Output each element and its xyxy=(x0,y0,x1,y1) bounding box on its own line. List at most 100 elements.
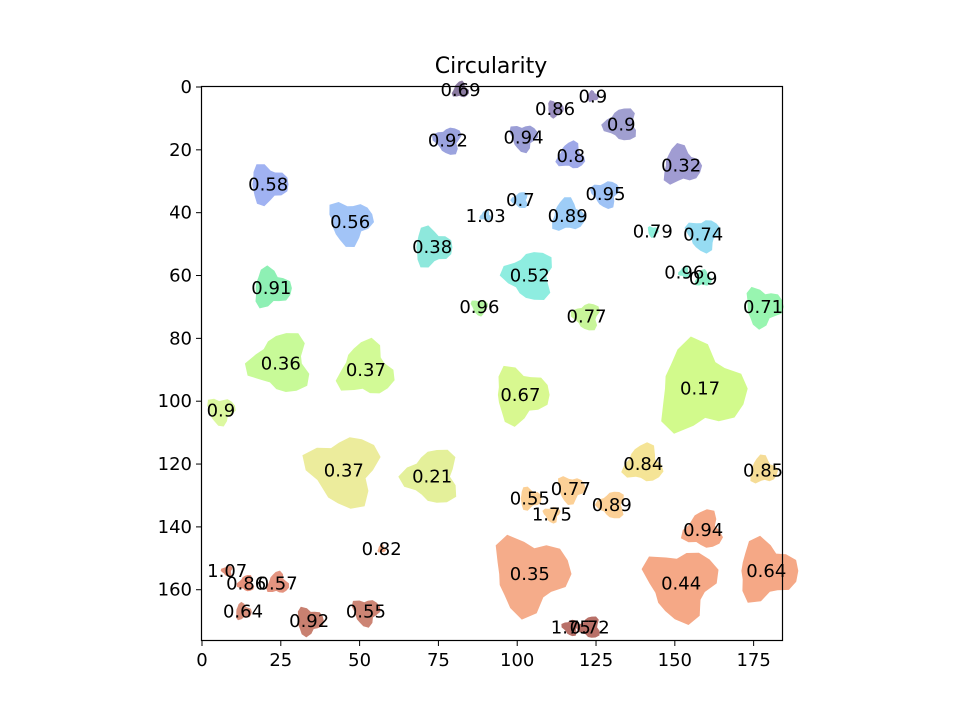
region-27 xyxy=(497,365,550,427)
region-0 xyxy=(451,80,469,98)
region-label-14: 0.38 xyxy=(412,237,452,258)
x-tick-label-7: 175 xyxy=(736,650,770,671)
region-label-11: 0.7 xyxy=(506,190,535,211)
region-49 xyxy=(576,616,600,638)
y-tick-label-7: 140 xyxy=(158,517,192,538)
region-35 xyxy=(542,506,561,524)
region-13 xyxy=(552,197,586,231)
region-label-4: 0.92 xyxy=(428,130,468,151)
region-label-6: 0.8 xyxy=(556,146,585,167)
region-label-32: 0.85 xyxy=(743,460,783,481)
region-label-5: 0.9 xyxy=(607,115,636,136)
x-tick-label-1: 25 xyxy=(269,650,292,671)
region-label-20: 0.91 xyxy=(251,278,291,299)
region-label-40: 0.35 xyxy=(510,564,550,585)
region-label-10: 0.95 xyxy=(585,184,625,205)
region-label-36: 0.89 xyxy=(592,495,632,516)
region-14 xyxy=(416,225,453,268)
region-42 xyxy=(220,565,233,577)
region-2 xyxy=(548,100,564,119)
region-43 xyxy=(236,575,255,592)
region-label-17: 0.52 xyxy=(510,266,550,287)
region-label-16: 0.74 xyxy=(683,225,723,246)
chart-title: Circularity xyxy=(435,54,547,79)
y-tick-label-8: 160 xyxy=(158,580,192,601)
y-tick-label-2: 40 xyxy=(169,203,192,224)
region-21 xyxy=(746,286,784,330)
region-label-45: 0.64 xyxy=(223,602,263,623)
y-tick-label-1: 20 xyxy=(169,140,192,161)
region-48 xyxy=(561,619,580,637)
region-33 xyxy=(520,486,542,511)
regions-layer xyxy=(207,80,799,638)
region-label-38: 0.82 xyxy=(362,539,402,560)
region-label-25: 0.37 xyxy=(346,360,386,381)
region-label-23: 0.77 xyxy=(567,306,607,327)
x-tick-label-4: 100 xyxy=(500,650,534,671)
region-3 xyxy=(509,125,539,154)
region-25 xyxy=(335,337,395,394)
y-tick-label-0: 0 xyxy=(181,77,192,98)
region-label-28: 0.9 xyxy=(207,401,236,422)
region-label-27: 0.67 xyxy=(500,385,540,406)
x-axis: 0 25 50 75 100 125 150 175 xyxy=(196,640,771,671)
region-41 xyxy=(641,552,719,625)
region-36 xyxy=(594,491,624,519)
region-22 xyxy=(470,299,488,317)
region-38 xyxy=(377,544,387,553)
region-7 xyxy=(663,143,703,185)
region-1 xyxy=(588,89,599,103)
region-label-13: 0.89 xyxy=(548,206,588,227)
region-label-31: 0.84 xyxy=(623,454,663,475)
region-26 xyxy=(661,336,748,434)
region-32 xyxy=(750,454,779,484)
region-20 xyxy=(255,265,292,309)
region-34 xyxy=(558,476,586,505)
region-label-1: 0.9 xyxy=(579,86,608,107)
region-23 xyxy=(570,303,600,331)
region-15 xyxy=(647,226,659,238)
region-8 xyxy=(252,164,289,207)
region-10 xyxy=(589,181,620,209)
region-label-24: 0.36 xyxy=(261,354,301,375)
region-6 xyxy=(555,140,586,169)
region-9 xyxy=(329,202,374,247)
region-12 xyxy=(479,209,492,221)
y-tick-label-5: 100 xyxy=(158,391,192,412)
labels-layer: 0.69 0.90.860.940.920.90.8 0.320.580.560.9… xyxy=(207,80,787,638)
region-24 xyxy=(244,333,310,392)
region-label-47: 0.55 xyxy=(346,602,386,623)
region-44 xyxy=(266,570,289,593)
x-tick-label-0: 0 xyxy=(196,650,207,671)
region-label-18: 0.96 xyxy=(664,262,704,283)
region-label-22: 0.96 xyxy=(459,297,499,318)
region-label-33: 0.55 xyxy=(510,489,550,510)
region-label-30: 0.21 xyxy=(412,467,452,488)
region-label-2: 0.86 xyxy=(535,99,575,120)
region-label-9: 0.56 xyxy=(330,212,370,233)
y-tick-label-4: 80 xyxy=(169,328,192,349)
region-label-42: 1.07 xyxy=(207,561,247,582)
region-label-41: 0.44 xyxy=(661,573,701,594)
region-39 xyxy=(741,535,799,603)
region-label-7: 0.32 xyxy=(661,156,701,177)
region-29 xyxy=(302,437,381,509)
region-label-0: 0.69 xyxy=(440,80,480,101)
region-label-49: 0.72 xyxy=(570,617,610,638)
region-11 xyxy=(510,192,528,208)
x-tick-label-3: 75 xyxy=(427,650,450,671)
region-label-48: 1.75 xyxy=(551,617,591,638)
y-tick-label-6: 120 xyxy=(158,454,192,475)
region-label-43: 0.86 xyxy=(226,573,266,594)
y-tick-label-3: 60 xyxy=(169,266,192,287)
region-label-46: 0.92 xyxy=(289,611,329,632)
region-label-3: 0.94 xyxy=(503,127,543,148)
region-37 xyxy=(680,509,723,548)
region-18 xyxy=(678,266,690,278)
region-label-29: 0.37 xyxy=(324,460,364,481)
region-label-21: 0.71 xyxy=(743,297,783,318)
region-40 xyxy=(495,534,572,620)
x-tick-label-6: 150 xyxy=(658,650,692,671)
plot-frame xyxy=(200,85,784,642)
